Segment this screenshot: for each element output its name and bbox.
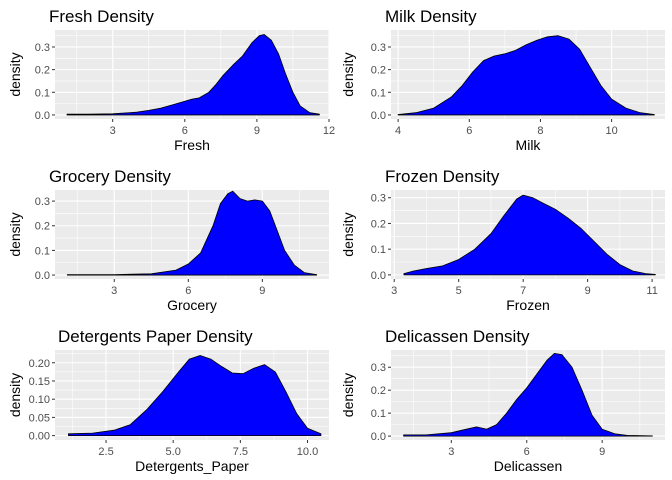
y-tick-label: 0.3 bbox=[371, 193, 386, 205]
x-axis-label: Fresh bbox=[174, 137, 210, 153]
density-panel: 3 6 9 0.0 0.1 0.2 0.3 Grocery Density Grocery den… bbox=[7, 167, 329, 313]
density-panel: 2.5 5.0 7.5 10.0 0.00 0.05 0.10 0.15 0.20 Deterge… bbox=[7, 327, 329, 474]
x-tick-label: 8 bbox=[537, 125, 543, 137]
y-axis-label: density bbox=[7, 212, 23, 256]
x-tick-label: 12 bbox=[323, 125, 335, 137]
y-tick-label: 0.20 bbox=[29, 358, 50, 370]
density-area bbox=[403, 353, 653, 437]
panel-title: Grocery Density bbox=[49, 167, 171, 186]
x-axis-label: Frozen bbox=[506, 297, 550, 313]
y-tick-label: 0.1 bbox=[371, 408, 386, 420]
y-tick-label: 0.1 bbox=[35, 87, 50, 99]
y-axis-label: density bbox=[7, 52, 23, 96]
y-tick-label: 0.2 bbox=[371, 65, 386, 77]
x-axis-label: Delicassen bbox=[494, 458, 562, 474]
y-tick-label: 0.2 bbox=[35, 221, 50, 233]
y-axis-label: density bbox=[7, 373, 23, 417]
y-tick-label: 0.3 bbox=[35, 42, 50, 54]
density-area bbox=[397, 35, 655, 116]
x-tick-label: 9 bbox=[259, 285, 265, 297]
x-tick-label: 6 bbox=[182, 125, 188, 137]
x-tick-label: 6 bbox=[466, 125, 472, 137]
density-panel: 4 6 8 10 0.0 0.1 0.2 0.3 Milk Density Milk density bbox=[340, 7, 665, 153]
x-tick-label: 9 bbox=[585, 285, 591, 297]
y-axis-label: density bbox=[340, 373, 356, 417]
y-axis-label: density bbox=[340, 212, 356, 256]
x-tick-label: 5.0 bbox=[166, 446, 181, 458]
x-tick-label: 7 bbox=[520, 285, 526, 297]
y-tick-label: 0.1 bbox=[371, 244, 386, 256]
y-tick-label: 0.2 bbox=[371, 385, 386, 397]
y-tick-label: 0.3 bbox=[371, 362, 386, 374]
panel-title: Delicassen Density bbox=[385, 327, 530, 346]
y-tick-label: 0.1 bbox=[371, 87, 386, 99]
y-tick-label: 0.05 bbox=[29, 412, 50, 424]
x-tick-label: 11 bbox=[646, 285, 657, 297]
x-axis-label: Milk bbox=[516, 137, 542, 153]
panel-title: Frozen Density bbox=[385, 167, 500, 186]
x-tick-label: 9 bbox=[254, 125, 260, 137]
panel-title: Detergents Paper Density bbox=[58, 327, 253, 346]
x-tick-label: 7.5 bbox=[233, 446, 248, 458]
y-tick-label: 0.15 bbox=[29, 376, 50, 388]
y-tick-label: 0.0 bbox=[35, 110, 50, 122]
density-area bbox=[66, 34, 320, 116]
x-tick-label: 5 bbox=[456, 285, 462, 297]
panel-title: Milk Density bbox=[385, 7, 477, 26]
y-tick-label: 0.2 bbox=[35, 65, 50, 77]
panel-title: Fresh Density bbox=[49, 7, 154, 26]
y-tick-label: 0.0 bbox=[35, 270, 50, 282]
x-axis-label: Grocery bbox=[167, 297, 217, 313]
density-panel: 3 5 7 9 11 0.0 0.1 0.2 0.3 Frozen Density Frozen de… bbox=[340, 167, 665, 313]
y-tick-label: 0.10 bbox=[29, 394, 50, 406]
x-tick-label: 6 bbox=[185, 285, 191, 297]
y-tick-label: 0.3 bbox=[371, 42, 386, 54]
x-tick-label: 10.0 bbox=[297, 446, 318, 458]
y-tick-label: 0.00 bbox=[29, 431, 50, 443]
x-tick-label: 3 bbox=[391, 285, 397, 297]
x-tick-label: 3 bbox=[111, 285, 117, 297]
y-tick-label: 0.1 bbox=[35, 245, 50, 257]
x-tick-label: 9 bbox=[599, 446, 605, 458]
x-tick-label: 3 bbox=[448, 446, 454, 458]
density-panel: 3 6 9 12 0.0 0.1 0.2 0.3 Fresh Density Fresh densi… bbox=[7, 7, 335, 153]
y-tick-label: 0.2 bbox=[371, 218, 386, 230]
x-axis-label: Detergents_Paper bbox=[135, 458, 249, 474]
x-tick-label: 10 bbox=[605, 125, 617, 137]
density-area bbox=[403, 194, 656, 276]
x-tick-label: 6 bbox=[524, 446, 530, 458]
x-tick-label: 2.5 bbox=[98, 446, 113, 458]
y-axis-label: density bbox=[340, 52, 356, 96]
y-tick-label: 0.0 bbox=[371, 270, 386, 282]
density-area bbox=[68, 355, 322, 437]
density-panel: 3 6 9 0.0 0.1 0.2 0.3 Delicassen Density Delicas… bbox=[340, 327, 665, 474]
y-tick-label: 0.0 bbox=[371, 110, 386, 122]
y-tick-label: 0.3 bbox=[35, 196, 50, 208]
x-tick-label: 3 bbox=[110, 125, 116, 137]
density-area bbox=[66, 190, 318, 276]
x-tick-label: 4 bbox=[395, 125, 401, 137]
y-tick-label: 0.0 bbox=[371, 431, 386, 443]
